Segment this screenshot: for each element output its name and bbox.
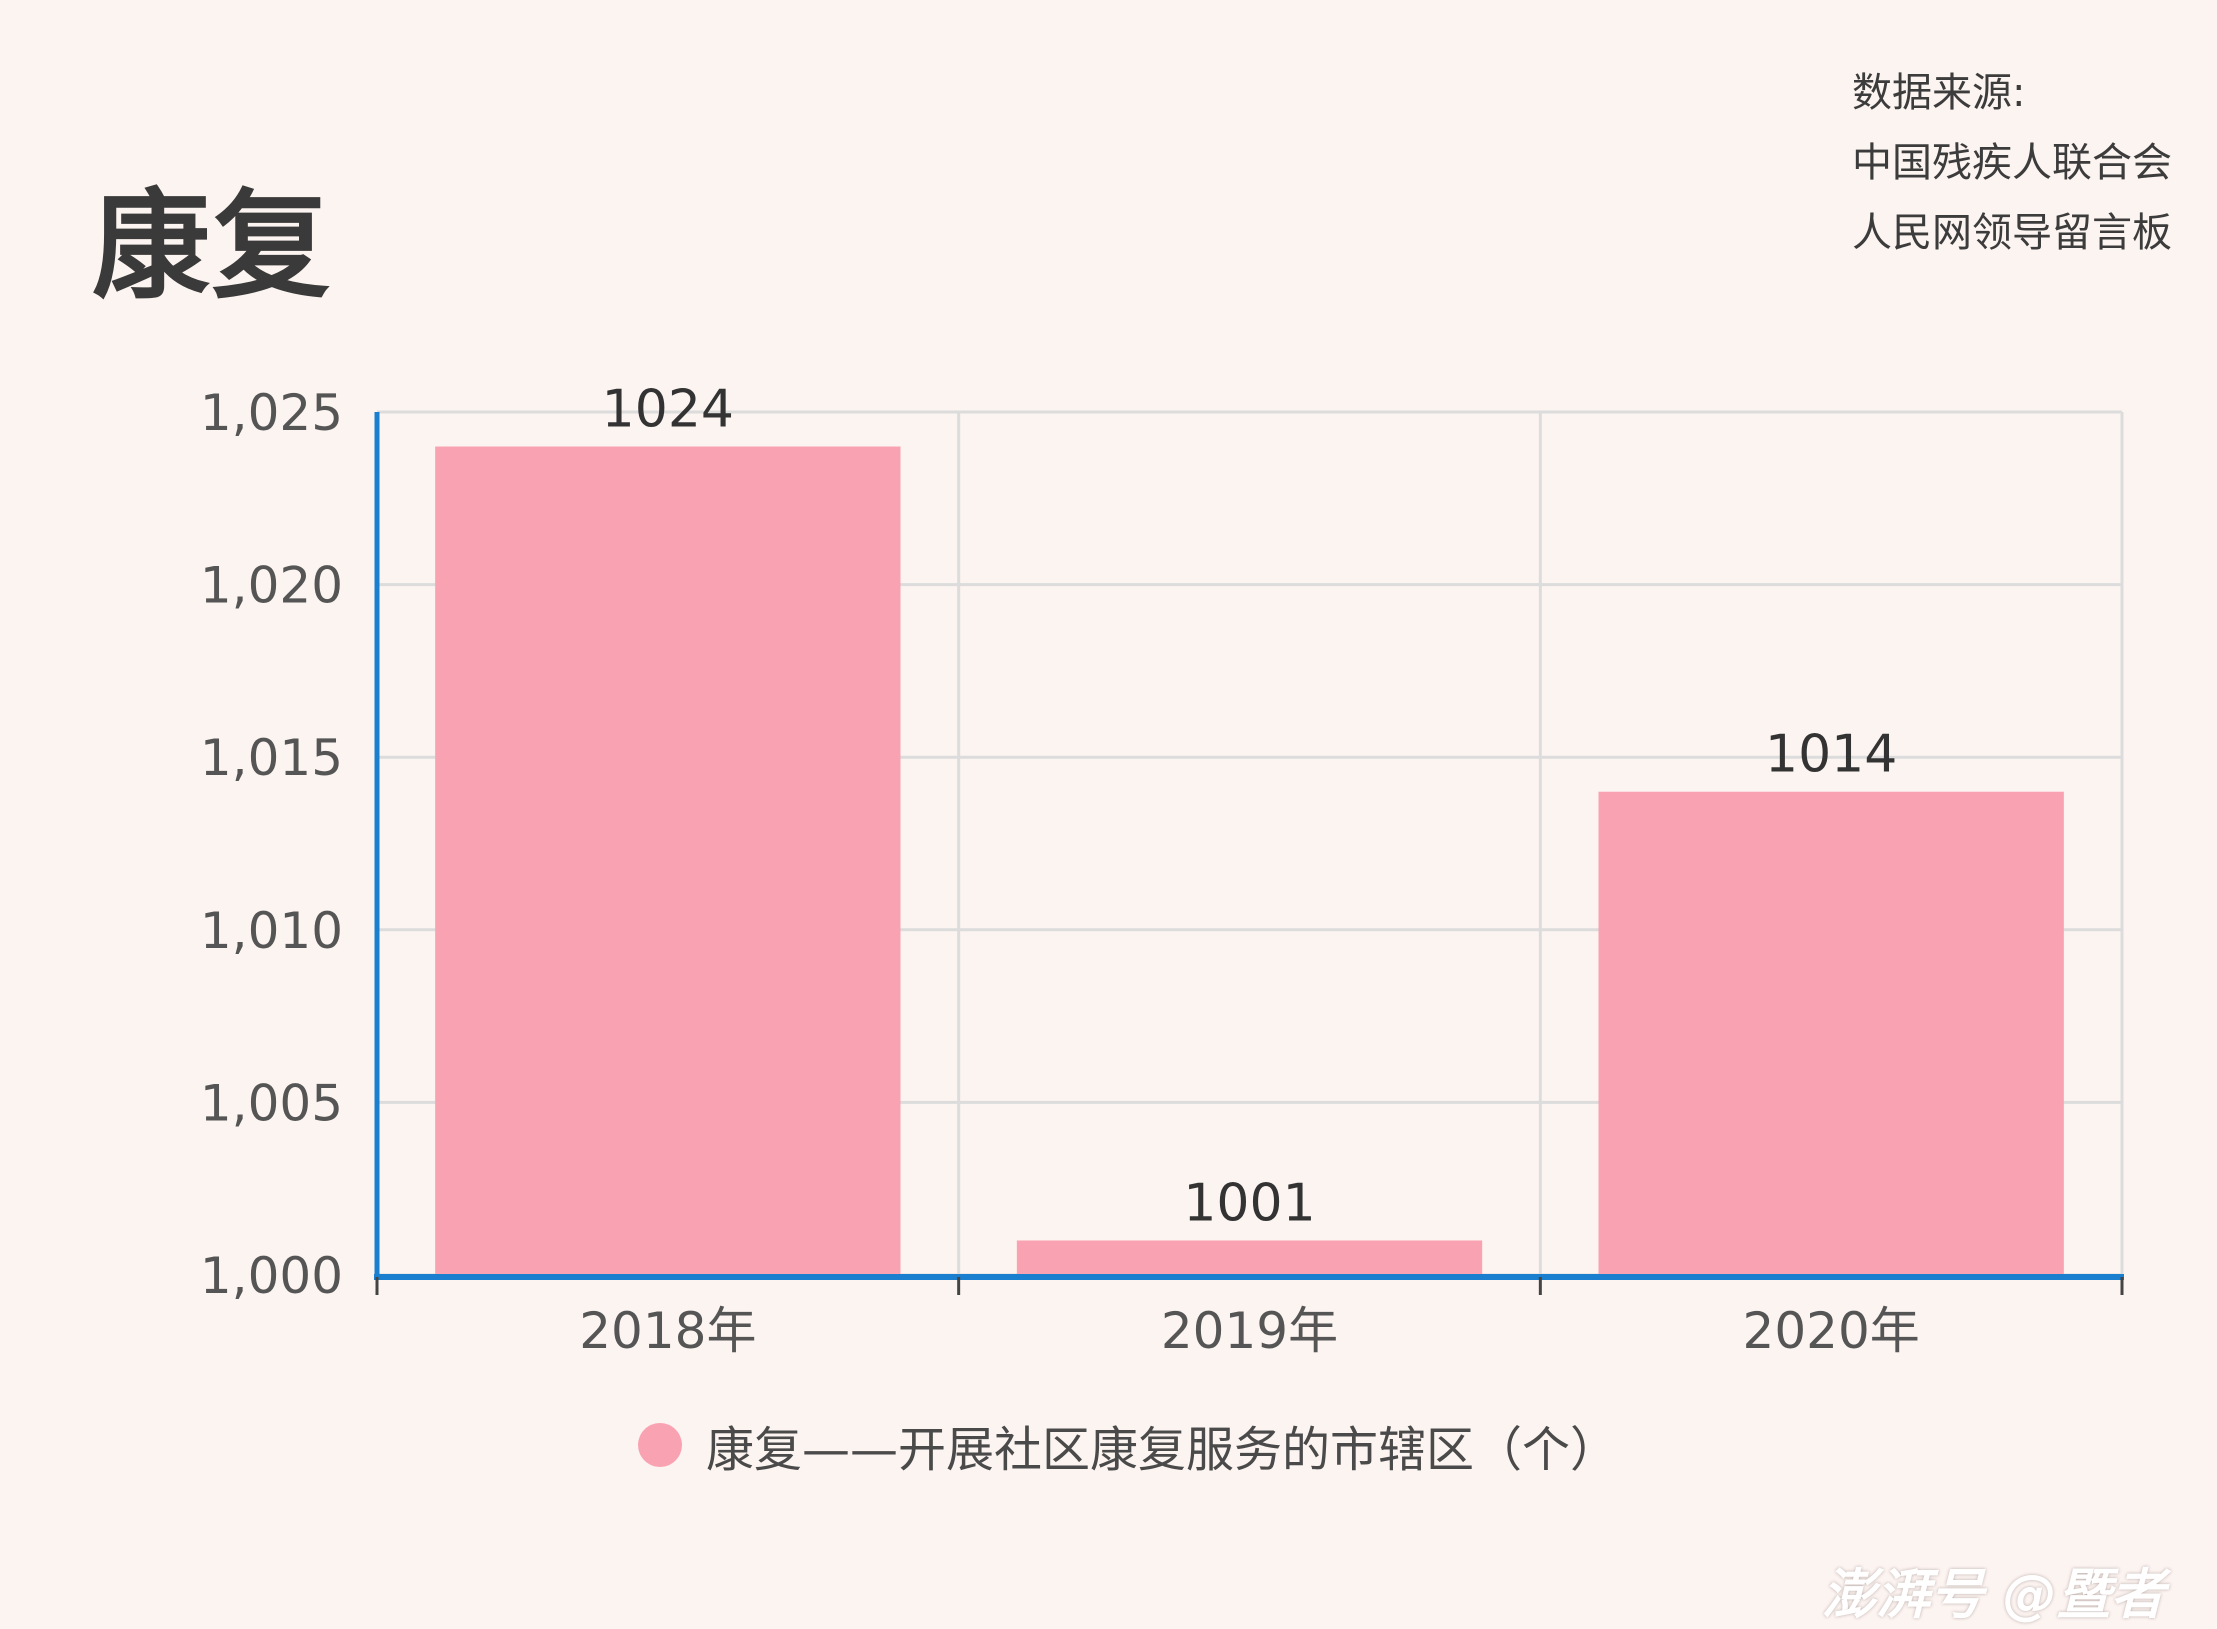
bar-data-label: 1024: [602, 380, 734, 440]
y-tick-label: 1,010: [200, 902, 343, 960]
y-tick-label: 1,000: [200, 1247, 343, 1305]
legend-label: 康复——开展社区康复服务的市辖区（个）: [706, 1422, 1619, 1478]
axis-layer: [374, 412, 2124, 1295]
watermark: 澎湃号 @暨者: [1822, 1563, 2165, 1626]
bar-data-label: 1001: [1183, 1173, 1315, 1233]
chart-title: 康复: [92, 177, 333, 315]
y-tick-label: 1,020: [200, 557, 343, 615]
data-source: 数据来源: 中国残疾人联合会 人民网领导留言板: [1852, 58, 2172, 268]
source-line-1: 中国残疾人联合会: [1852, 140, 2172, 186]
y-tick-label: 1,015: [200, 729, 343, 787]
bars-layer: [435, 446, 2064, 1275]
bar-2020年: [1598, 791, 2064, 1275]
bar-data-label: 1014: [1765, 725, 1897, 785]
labels-layer: 1,000 1,005 1,010 1,015 1,020 1,025 1024 2018年 1…: [200, 380, 1920, 1360]
source-line-2: 人民网领导留言板: [1852, 210, 2172, 256]
legend[interactable]: 康复——开展社区康复服务的市辖区（个）: [638, 1410, 1618, 1480]
x-tick-label: 2019年: [1161, 1302, 1338, 1360]
y-tick-label: 1,005: [200, 1074, 343, 1132]
x-tick-label: 2018年: [579, 1302, 756, 1360]
x-tick-label: 2020年: [1743, 1302, 1920, 1360]
y-tick-label: 1,025: [200, 384, 343, 442]
bar-2018年: [435, 446, 901, 1275]
legend-swatch: [638, 1423, 682, 1467]
source-label: 数据来源:: [1852, 70, 2026, 116]
bar-2019年: [1016, 1240, 1483, 1275]
